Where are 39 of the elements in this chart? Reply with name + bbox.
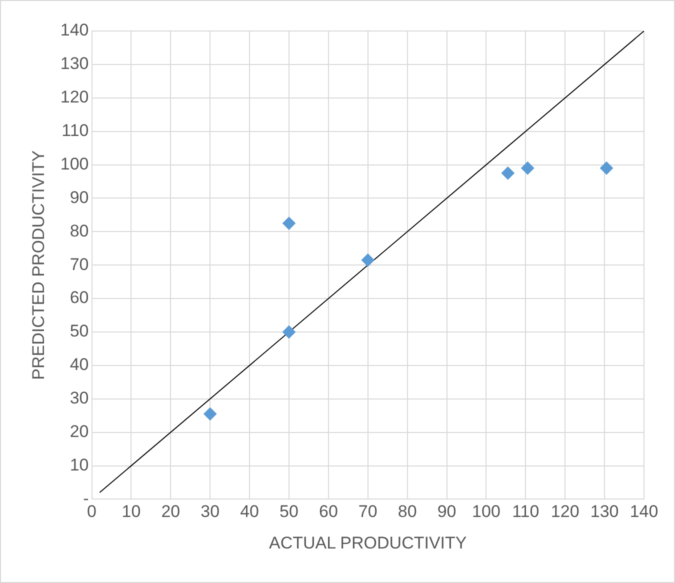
y-tick-label: - <box>83 488 89 508</box>
y-tick-label: 30 <box>70 388 89 408</box>
point <box>282 216 296 230</box>
x-tick-label: 140 <box>630 502 658 522</box>
y-tick-label: 130 <box>60 54 89 74</box>
y-tick-label: 70 <box>70 254 89 274</box>
y-tick-label: 80 <box>70 221 89 240</box>
x-axis-title: ACTUAL PRODUCTIVITY <box>269 533 467 552</box>
x-tick-label: 10 <box>122 502 141 522</box>
x-tick-label: 40 <box>240 502 260 522</box>
point <box>501 166 514 180</box>
point <box>361 254 374 267</box>
y-tick-label: 60 <box>70 288 89 308</box>
y-tick-label: 120 <box>60 88 89 107</box>
point <box>204 407 217 420</box>
x-tick-label: 120 <box>550 502 580 522</box>
x-tick-label: 20 <box>161 502 180 522</box>
x-tick-label: 50 <box>280 502 298 522</box>
x-tick-label: 110 <box>512 502 540 522</box>
y-tick-label: 100 <box>60 154 89 174</box>
y-axis-title: PREDICTED PRODUCTIVITY <box>28 150 48 380</box>
x-tick-label: 100 <box>472 502 500 522</box>
y-tick-label: 50 <box>70 322 89 341</box>
y-tick-label: 40 <box>70 355 89 374</box>
point <box>600 162 614 175</box>
x-tick-label: 70 <box>358 502 378 522</box>
y-tick-label: 20 <box>70 422 89 441</box>
point <box>521 162 534 175</box>
y-tick-label: 140 <box>60 20 89 40</box>
x-tick-label: 130 <box>590 502 619 522</box>
y-tick-label: 90 <box>70 188 89 207</box>
x-tick-label: 90 <box>437 502 456 522</box>
point <box>282 325 296 338</box>
y-tick-label: 10 <box>70 455 89 474</box>
x-tick-label: 30 <box>200 502 220 522</box>
x-tick-label: 0 <box>87 502 96 522</box>
x-tick-label: 80 <box>398 502 417 522</box>
x-tick-label: 60 <box>318 502 338 522</box>
y-tick-label: 110 <box>62 121 89 140</box>
